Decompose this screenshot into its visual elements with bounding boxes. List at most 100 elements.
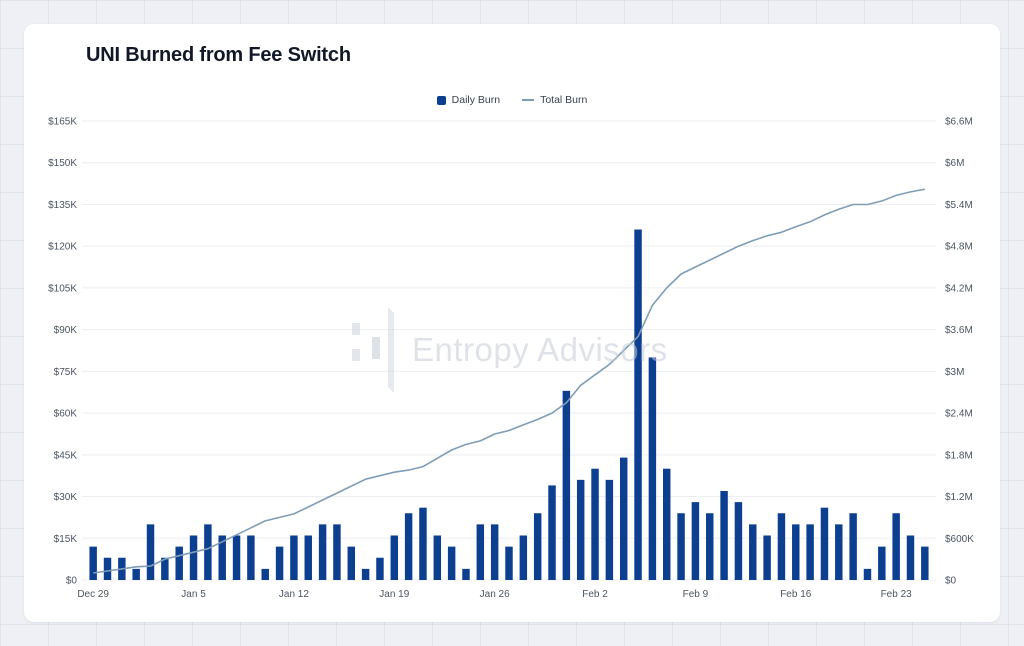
y-right-tick-label: $6.6M (945, 117, 973, 128)
bar-daily-burn (204, 524, 212, 580)
bar-daily-burn (892, 513, 900, 580)
y-left-tick-label: $15K (54, 534, 78, 545)
bar-daily-burn (132, 568, 140, 580)
bar-daily-burn (490, 524, 499, 580)
bar-daily-burn (347, 546, 355, 580)
y-right-tick-label: $4.2M (945, 283, 973, 294)
y-left-tick-label: $135K (48, 200, 77, 211)
y-left-tick-label: $150K (48, 158, 77, 169)
bar-daily-burn (677, 513, 685, 580)
bar-daily-burn (376, 557, 384, 580)
x-tick-label: Feb 23 (881, 589, 913, 600)
chart-legend: Daily Burn Total Burn (0, 94, 1024, 106)
y-left-tick-label: $90K (54, 325, 78, 336)
x-tick-label: Feb 2 (582, 589, 608, 600)
bar-daily-burn (921, 546, 929, 580)
x-tick-label: Dec 29 (77, 589, 109, 600)
bar-daily-burn (404, 513, 413, 580)
bar-daily-burn (175, 546, 183, 580)
y-left-tick-label: $60K (54, 409, 78, 420)
bar-daily-burn (247, 535, 255, 580)
bar-daily-burn (605, 479, 614, 580)
bar-daily-burn (820, 507, 829, 580)
x-tick-label: Jan 19 (379, 589, 409, 600)
bar-daily-burn (261, 568, 269, 580)
y-right-tick-label: $0 (945, 576, 957, 587)
y-left-tick-label: $120K (48, 242, 77, 253)
bar-daily-burn (275, 546, 284, 580)
x-tick-label: Feb 16 (780, 589, 812, 600)
bar-daily-burn (519, 535, 528, 580)
y-right-tick-label: $3M (945, 367, 964, 378)
bar-daily-burn (533, 513, 542, 580)
y-left-tick-label: $45K (54, 450, 78, 461)
bar-daily-burn (548, 485, 556, 580)
bar-daily-burn (161, 557, 169, 580)
bar-daily-burn (806, 524, 814, 580)
y-right-tick-label: $3.6M (945, 325, 973, 336)
x-tick-label: Jan 12 (279, 589, 309, 600)
bar-daily-burn (792, 524, 800, 580)
bar-daily-burn (863, 568, 872, 580)
bar-daily-burn (103, 557, 112, 580)
bar-daily-burn (476, 524, 485, 580)
bar-daily-burn (663, 468, 671, 580)
y-left-tick-label: $30K (54, 492, 78, 503)
bar-daily-burn (146, 524, 155, 580)
bar-daily-burn (576, 479, 585, 580)
bar-daily-burn (835, 524, 843, 580)
bar-daily-burn (232, 535, 241, 580)
bar-daily-burn (763, 535, 771, 580)
bar-daily-burn (591, 468, 599, 580)
y-right-tick-label: $6M (945, 158, 964, 169)
bar-daily-burn (777, 513, 786, 580)
legend-swatch-total-burn (522, 99, 535, 101)
bar-daily-burn (849, 513, 857, 580)
bar-daily-burn (290, 535, 298, 580)
chart-title: UNI Burned from Fee Switch (86, 44, 351, 66)
bar-daily-burn (505, 546, 513, 580)
y-left-tick-label: $105K (48, 283, 77, 294)
y-right-tick-label: $600K (945, 534, 974, 545)
bar-daily-burn (749, 524, 757, 580)
legend-label-daily-burn: Daily Burn (451, 94, 501, 106)
y-left-tick-label: $165K (48, 117, 77, 128)
legend-item-total-burn[interactable]: Total Burn (522, 94, 587, 106)
x-tick-label: Jan 5 (181, 589, 206, 600)
bar-daily-burn (218, 535, 226, 580)
bar-daily-burn (619, 457, 628, 580)
legend-swatch-daily-burn (436, 95, 446, 105)
bar-daily-burn (878, 546, 886, 580)
legend-label-total-burn: Total Burn (540, 94, 588, 106)
y-right-tick-label: $5.4M (945, 200, 973, 211)
x-tick-label: Jan 26 (480, 589, 510, 600)
bar-daily-burn (333, 524, 341, 580)
y-right-tick-label: $2.4M (945, 409, 973, 420)
chart-card (24, 24, 1000, 622)
bar-daily-burn (390, 535, 399, 580)
y-left-tick-label: $0 (66, 576, 78, 587)
bar-daily-burn (734, 502, 743, 580)
bar-daily-burn (304, 535, 312, 580)
bar-daily-burn (720, 490, 728, 580)
bar-daily-burn (433, 535, 442, 580)
legend-item-daily-burn[interactable]: Daily Burn (436, 94, 501, 106)
line-total-burn (93, 188, 925, 574)
bar-daily-burn (648, 357, 657, 580)
y-right-tick-label: $4.8M (945, 242, 973, 253)
bar-daily-burn (906, 535, 915, 580)
bar-daily-burn (447, 546, 456, 580)
bar-daily-burn (89, 546, 97, 580)
bar-daily-burn (419, 507, 427, 580)
bar-daily-burn (706, 513, 714, 580)
y-right-tick-label: $1.8M (945, 450, 973, 461)
bar-daily-burn (634, 229, 642, 580)
bar-daily-burn (691, 502, 700, 580)
y-left-tick-label: $75K (54, 367, 78, 378)
y-right-tick-label: $1.2M (945, 492, 973, 503)
x-tick-label: Feb 9 (683, 589, 709, 600)
bar-daily-burn (318, 524, 327, 580)
bar-daily-burn (462, 568, 470, 580)
bar-daily-burn (189, 535, 198, 580)
